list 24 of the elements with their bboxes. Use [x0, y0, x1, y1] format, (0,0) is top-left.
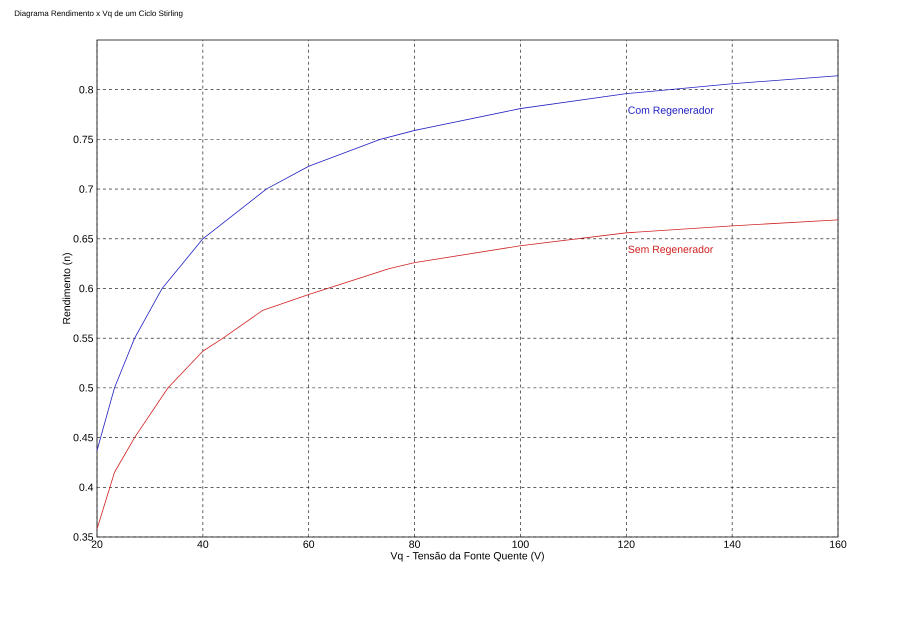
series-label: Sem Regenerador [628, 245, 714, 256]
y-axis-title: Rendimento (n) [62, 253, 72, 324]
y-tick-label: 0.65 [74, 235, 94, 242]
x-tick-label: 120 [618, 540, 635, 548]
x-tick-label: 140 [724, 540, 740, 548]
y-tick-label: 0.4 [79, 484, 94, 491]
x-tick-label: 160 [830, 540, 846, 548]
x-tick-label: 20 [92, 540, 102, 548]
y-tick-label: 0.45 [74, 434, 94, 442]
x-tick-label: 40 [197, 540, 208, 548]
y-tick-label: 0.7 [79, 185, 93, 193]
x-axis-title: Vq - Tensão da Fonte Quente (V) [390, 552, 544, 562]
y-tick-label: 0.5 [79, 384, 94, 392]
x-tick-label: 80 [409, 540, 420, 548]
line-series [96, 219, 838, 530]
x-tick-label: 100 [512, 540, 529, 548]
y-tick-label: 0.6 [79, 284, 94, 292]
y-tick-label: 0.55 [74, 334, 94, 342]
line-series [96, 75, 838, 451]
y-tick-label: 0.75 [74, 136, 94, 144]
y-tick-label: 0.8 [79, 86, 94, 94]
x-tick-label: 60 [303, 540, 314, 548]
series-label: Com Regenerador [628, 106, 714, 116]
y-tick-label: 0.35 [74, 533, 94, 541]
